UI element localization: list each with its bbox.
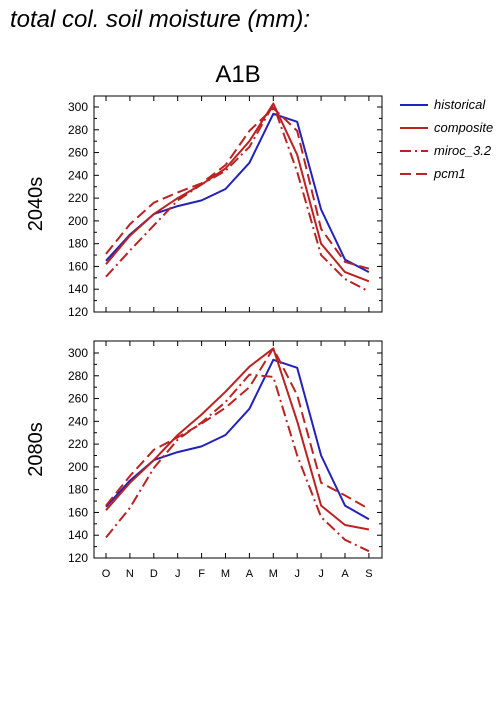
series-line-miroc-3-2 xyxy=(105,373,370,553)
x-tick-label: M xyxy=(269,568,278,580)
y-tick-label: 220 xyxy=(68,191,88,205)
series-line-historical xyxy=(105,112,370,273)
x-tick-label: S xyxy=(365,568,372,580)
y-tick-label: 240 xyxy=(68,414,88,428)
x-tick-label: A xyxy=(246,568,254,580)
legend-label: miroc_3.2 xyxy=(434,143,492,158)
series-line-historical xyxy=(105,358,370,521)
y-tick-label: 180 xyxy=(68,237,88,251)
series-line-pcm1 xyxy=(105,347,370,510)
x-tick-label: J xyxy=(318,568,324,580)
legend-label: composite xyxy=(434,120,493,135)
x-tick-label: F xyxy=(198,568,205,580)
y-tick-label: 240 xyxy=(68,168,88,182)
y-tick-label: 220 xyxy=(68,437,88,451)
y-tick-label: 120 xyxy=(68,305,88,319)
x-tick-label: M xyxy=(221,568,230,580)
legend-item: pcm1 xyxy=(400,166,466,181)
legend-item: composite xyxy=(400,120,493,135)
legend: historical composite miroc_3.2 pcm1 xyxy=(400,97,493,181)
plot-frame xyxy=(93,95,383,313)
x-tick-label: D xyxy=(150,568,158,580)
y-tick-label: 260 xyxy=(68,392,88,406)
y-tick-label: 200 xyxy=(68,460,88,474)
series-line-miroc-3-2 xyxy=(105,103,370,293)
legend-item: miroc_3.2 xyxy=(400,143,492,158)
scenario-title: A1B xyxy=(215,61,260,88)
legend-item: historical xyxy=(400,97,486,112)
y-tick-label: 160 xyxy=(68,505,88,519)
y-tick-label: 300 xyxy=(68,100,88,114)
y-tick-label: 280 xyxy=(68,369,88,383)
plot-frame xyxy=(93,340,383,559)
y-tick-label: 280 xyxy=(68,123,88,137)
x-tick-label: O xyxy=(102,568,111,580)
y-tick-label: 160 xyxy=(68,259,88,273)
y-tick-label: 140 xyxy=(68,528,88,542)
series-line-pcm1 xyxy=(105,107,370,270)
y-tick-label: 140 xyxy=(68,282,88,296)
y-axis-label: 2040s xyxy=(25,177,47,232)
x-tick-label: A xyxy=(341,568,349,580)
y-tick-label: 200 xyxy=(68,214,88,228)
x-tick-label: N xyxy=(126,568,134,580)
y-axis-label: 2080s xyxy=(25,422,47,477)
series-line-composite xyxy=(105,347,370,531)
page-title: total col. soil moisture (mm): xyxy=(10,6,311,33)
y-tick-label: 300 xyxy=(68,346,88,360)
legend-label: pcm1 xyxy=(433,166,466,181)
y-tick-label: 120 xyxy=(68,551,88,565)
x-tick-label: J xyxy=(175,568,181,580)
y-tick-label: 180 xyxy=(68,483,88,497)
x-tick-label: J xyxy=(294,568,300,580)
legend-label: historical xyxy=(434,97,486,112)
y-tick-label: 260 xyxy=(68,146,88,160)
panel-2040s: 120 140 160 180 200 220 240 260 280 300 2040s xyxy=(25,95,383,319)
series-line-composite xyxy=(105,102,370,283)
panel-2080s: 120 140 160 180 200 220 240 260 280 300 O N D J F M A M J J… xyxy=(25,340,383,580)
